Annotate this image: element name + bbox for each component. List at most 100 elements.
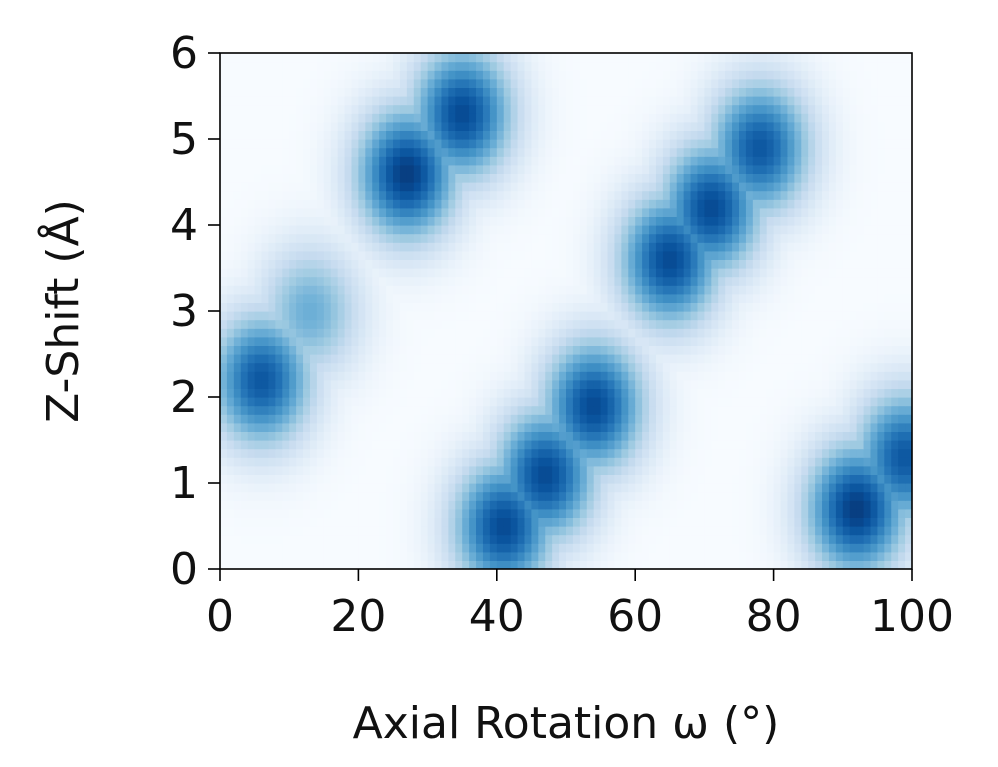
heatmap-cell xyxy=(226,182,235,192)
heatmap-cell xyxy=(628,190,636,200)
heatmap-cell xyxy=(870,268,878,278)
heatmap-cell xyxy=(379,500,387,510)
heatmap-cell xyxy=(905,216,912,226)
heatmap-cell xyxy=(877,182,885,192)
heatmap-cell xyxy=(870,233,878,243)
heatmap-cell xyxy=(261,422,270,432)
heatmap-cell xyxy=(822,491,830,501)
heatmap-cell xyxy=(628,285,636,295)
heatmap-cell xyxy=(351,199,359,209)
heatmap-cell xyxy=(420,414,429,424)
heatmap-cell xyxy=(233,508,242,518)
heatmap-cell xyxy=(303,207,311,217)
heatmap-cell xyxy=(828,285,837,295)
heatmap-cell xyxy=(496,379,505,389)
heatmap-cell xyxy=(552,164,560,174)
heatmap-cell xyxy=(441,362,449,372)
heatmap-cell xyxy=(247,517,256,527)
heatmap-cell xyxy=(434,440,443,450)
heatmap-cell xyxy=(745,397,754,407)
heatmap-cell xyxy=(856,414,865,424)
heatmap-cell xyxy=(289,156,297,166)
heatmap-cell xyxy=(399,319,408,329)
heatmap-cell xyxy=(309,397,318,407)
heatmap-cell xyxy=(690,362,699,372)
heatmap-cell xyxy=(566,293,574,303)
heatmap-cell xyxy=(489,508,498,518)
heatmap-cell xyxy=(503,207,512,217)
heatmap-cell xyxy=(773,560,782,569)
heatmap-cell xyxy=(697,302,705,312)
heatmap-cell xyxy=(600,405,609,415)
heatmap-cell xyxy=(600,414,609,424)
heatmap-cell xyxy=(835,173,844,183)
heatmap-cell xyxy=(379,483,387,493)
heatmap-cell xyxy=(842,474,851,484)
heatmap-cell xyxy=(808,199,816,209)
heatmap-cell xyxy=(704,465,712,475)
heatmap-cell xyxy=(863,173,872,183)
heatmap-cell xyxy=(752,233,761,243)
heatmap-cell xyxy=(379,517,387,527)
heatmap-cell xyxy=(635,526,643,536)
heatmap-cell xyxy=(773,199,782,209)
heatmap-cell xyxy=(566,491,574,501)
heatmap-cell xyxy=(282,440,290,450)
heatmap-cell xyxy=(337,147,346,157)
heatmap-cell xyxy=(794,483,802,493)
heatmap-cell xyxy=(877,139,885,149)
heatmap-cell xyxy=(725,397,733,407)
heatmap-cell xyxy=(697,543,705,553)
heatmap-cell xyxy=(566,517,574,527)
heatmap-cell xyxy=(683,345,692,355)
heatmap-cell xyxy=(531,276,539,286)
heatmap-cell xyxy=(323,440,332,450)
heatmap-cell xyxy=(524,293,532,303)
heatmap-cell xyxy=(739,405,747,415)
heatmap-cell xyxy=(489,311,498,321)
heatmap-cell xyxy=(898,526,906,536)
heatmap-cell xyxy=(268,156,276,166)
heatmap-cell xyxy=(538,397,546,407)
heatmap-cell xyxy=(614,147,622,157)
heatmap-cell xyxy=(413,182,422,192)
heatmap-cell xyxy=(683,551,692,561)
heatmap-cell xyxy=(545,147,553,157)
heatmap-cell xyxy=(669,526,678,536)
heatmap-cell xyxy=(220,293,228,303)
heatmap-cell xyxy=(289,233,297,243)
heatmap-cell xyxy=(822,311,830,321)
heatmap-cell xyxy=(766,457,775,467)
heatmap-cell xyxy=(413,526,422,536)
heatmap-cell xyxy=(704,440,712,450)
heatmap-cell xyxy=(524,440,532,450)
heatmap-cell xyxy=(372,379,380,389)
heatmap-cell xyxy=(711,440,719,450)
heatmap-cell xyxy=(240,199,249,209)
heatmap-cell xyxy=(372,534,380,544)
heatmap-cell xyxy=(884,371,892,381)
heatmap-cell xyxy=(386,448,394,458)
heatmap-cell xyxy=(739,336,747,346)
heatmap-cell xyxy=(593,276,602,286)
heatmap-cell xyxy=(289,422,297,432)
heatmap-cell xyxy=(365,199,373,209)
heatmap-cell xyxy=(538,483,546,493)
heatmap-cell xyxy=(863,354,872,364)
heatmap-cell xyxy=(358,216,366,226)
heatmap-cell xyxy=(309,311,318,321)
heatmap-cell xyxy=(649,250,657,260)
heatmap-cell xyxy=(476,311,484,321)
heatmap-cell xyxy=(482,345,491,355)
heatmap-cell xyxy=(434,405,443,415)
heatmap-cell xyxy=(794,319,802,329)
heatmap-cell xyxy=(600,543,609,553)
heatmap-cell xyxy=(268,491,276,501)
heatmap-cell xyxy=(718,345,726,355)
heatmap-cell xyxy=(303,491,311,501)
heatmap-cell xyxy=(662,156,671,166)
heatmap-cell xyxy=(607,336,616,346)
heatmap-cell xyxy=(572,457,581,467)
heatmap-cell xyxy=(455,448,463,458)
heatmap-cell xyxy=(711,397,719,407)
